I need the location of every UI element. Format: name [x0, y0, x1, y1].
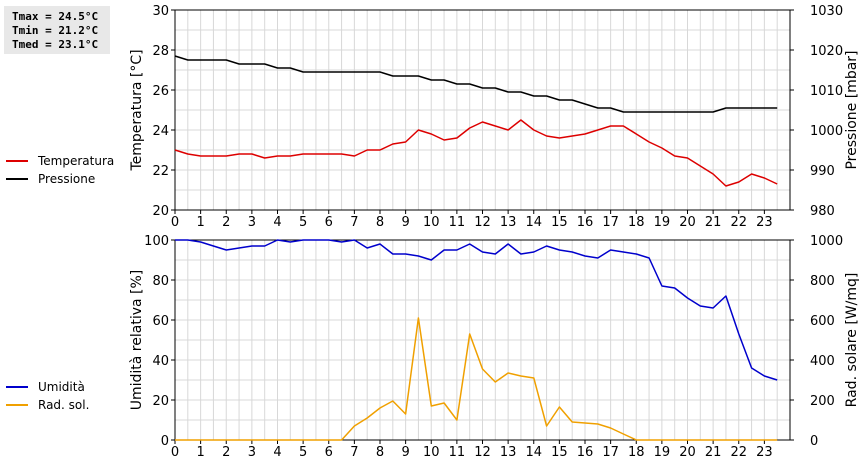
y-right-tick-label: 1010	[810, 84, 843, 99]
y-right-tick-label: 1000	[810, 234, 843, 249]
x-tick-label: 10	[423, 445, 440, 460]
x-tick-label: 11	[449, 215, 466, 230]
legend-label: Umidità	[38, 380, 85, 394]
y-right-axis-label: Rad. solare [W/mq]	[844, 273, 860, 408]
y-left-tick-label: 100	[144, 234, 169, 249]
x-tick-label: 9	[401, 215, 409, 230]
y-right-tick-label: 1030	[810, 4, 843, 19]
y-left-tick-label: 40	[152, 354, 169, 369]
x-tick-label: 2	[222, 445, 230, 460]
x-tick-label: 17	[602, 215, 619, 230]
x-tick-label: 4	[273, 215, 281, 230]
x-tick-label: 7	[350, 445, 358, 460]
x-tick-label: 10	[423, 215, 440, 230]
x-tick-label: 2	[222, 215, 230, 230]
x-tick-label: 20	[679, 215, 696, 230]
x-tick-label: 22	[730, 445, 747, 460]
x-tick-label: 23	[756, 445, 773, 460]
x-tick-label: 16	[577, 445, 594, 460]
y-right-tick-label: 200	[810, 394, 835, 409]
y-left-tick-label: 60	[152, 314, 169, 329]
x-tick-label: 8	[376, 445, 384, 460]
y-left-tick-label: 22	[152, 164, 169, 179]
x-tick-label: 0	[171, 215, 179, 230]
series-line-rad-sol	[175, 317, 778, 441]
x-tick-label: 13	[500, 215, 517, 230]
x-tick-label: 15	[551, 215, 568, 230]
x-tick-label: 21	[705, 445, 722, 460]
x-tick-label: 18	[628, 445, 645, 460]
x-tick-label: 6	[325, 445, 333, 460]
x-tick-label: 14	[525, 215, 542, 230]
x-tick-label: 14	[525, 445, 542, 460]
x-tick-label: 4	[273, 445, 281, 460]
y-left-axis-label: Umidità relativa [%]	[129, 270, 145, 411]
y-right-tick-label: 1000	[810, 124, 843, 139]
y-right-axis-label: Pressione [mbar]	[844, 50, 860, 169]
x-tick-label: 12	[474, 215, 491, 230]
y-right-tick-label: 980	[810, 204, 835, 219]
y-left-tick-label: 20	[152, 204, 169, 219]
x-tick-label: 3	[248, 445, 256, 460]
x-tick-label: 0	[171, 445, 179, 460]
x-tick-label: 5	[299, 215, 307, 230]
x-tick-label: 7	[350, 215, 358, 230]
x-tick-label: 13	[500, 445, 517, 460]
y-left-tick-label: 28	[152, 44, 169, 59]
series-line-umidit	[175, 239, 778, 381]
x-tick-label: 21	[705, 215, 722, 230]
x-tick-label: 16	[577, 215, 594, 230]
x-tick-label: 15	[551, 445, 568, 460]
x-tick-label: 1	[196, 445, 204, 460]
x-tick-label: 3	[248, 215, 256, 230]
x-tick-label: 6	[325, 215, 333, 230]
x-tick-label: 19	[654, 445, 671, 460]
y-right-tick-label: 0	[810, 434, 818, 449]
y-left-tick-label: 24	[152, 124, 169, 139]
legend-label: Pressione	[38, 172, 95, 186]
chart-panel-2: 0 1 2 3 4 5 6 7 8 9 10 11 12 13 14 15 16 17 18 19 20 21 22 2302…	[6, 234, 860, 460]
legend-label: Temperatura	[37, 154, 114, 168]
x-tick-label: 18	[628, 215, 645, 230]
y-right-tick-label: 800	[810, 274, 835, 289]
x-tick-label: 22	[730, 215, 747, 230]
y-left-tick-label: 80	[152, 274, 169, 289]
chart-panel-1: 0 1 2 3 4 5 6 7 8 9 10 11 12 13 14 15 16 17 18 19 20 21 22 2320…	[6, 4, 860, 230]
y-left-axis-label: Temperatura [°C]	[129, 49, 145, 171]
y-right-tick-label: 1020	[810, 44, 843, 59]
x-tick-label: 1	[196, 215, 204, 230]
x-tick-label: 19	[654, 215, 671, 230]
x-tick-label: 17	[602, 445, 619, 460]
tmin-stat: Tmin = 21.2°C	[12, 24, 99, 37]
x-tick-label: 9	[401, 445, 409, 460]
y-left-tick-label: 20	[152, 394, 169, 409]
y-left-tick-label: 30	[152, 4, 169, 19]
stats-box: Tmax = 24.5°C Tmin = 21.2°C Tmed = 23.1°…	[4, 6, 110, 54]
y-right-tick-label: 400	[810, 354, 835, 369]
y-left-tick-label: 0	[161, 434, 169, 449]
y-right-tick-label: 600	[810, 314, 835, 329]
series-line-pressione	[174, 55, 778, 113]
x-tick-label: 12	[474, 445, 491, 460]
x-tick-label: 20	[679, 445, 696, 460]
y-right-tick-label: 990	[810, 164, 835, 179]
x-tick-label: 11	[449, 445, 466, 460]
series-line-temperatura	[174, 119, 778, 187]
x-tick-label: 5	[299, 445, 307, 460]
y-left-tick-label: 26	[152, 84, 169, 99]
tmed-stat: Tmed = 23.1°C	[12, 38, 99, 51]
x-tick-label: 8	[376, 215, 384, 230]
tmax-stat: Tmax = 24.5°C	[12, 10, 99, 23]
legend-label: Rad. sol.	[38, 398, 89, 412]
x-tick-label: 23	[756, 215, 773, 230]
